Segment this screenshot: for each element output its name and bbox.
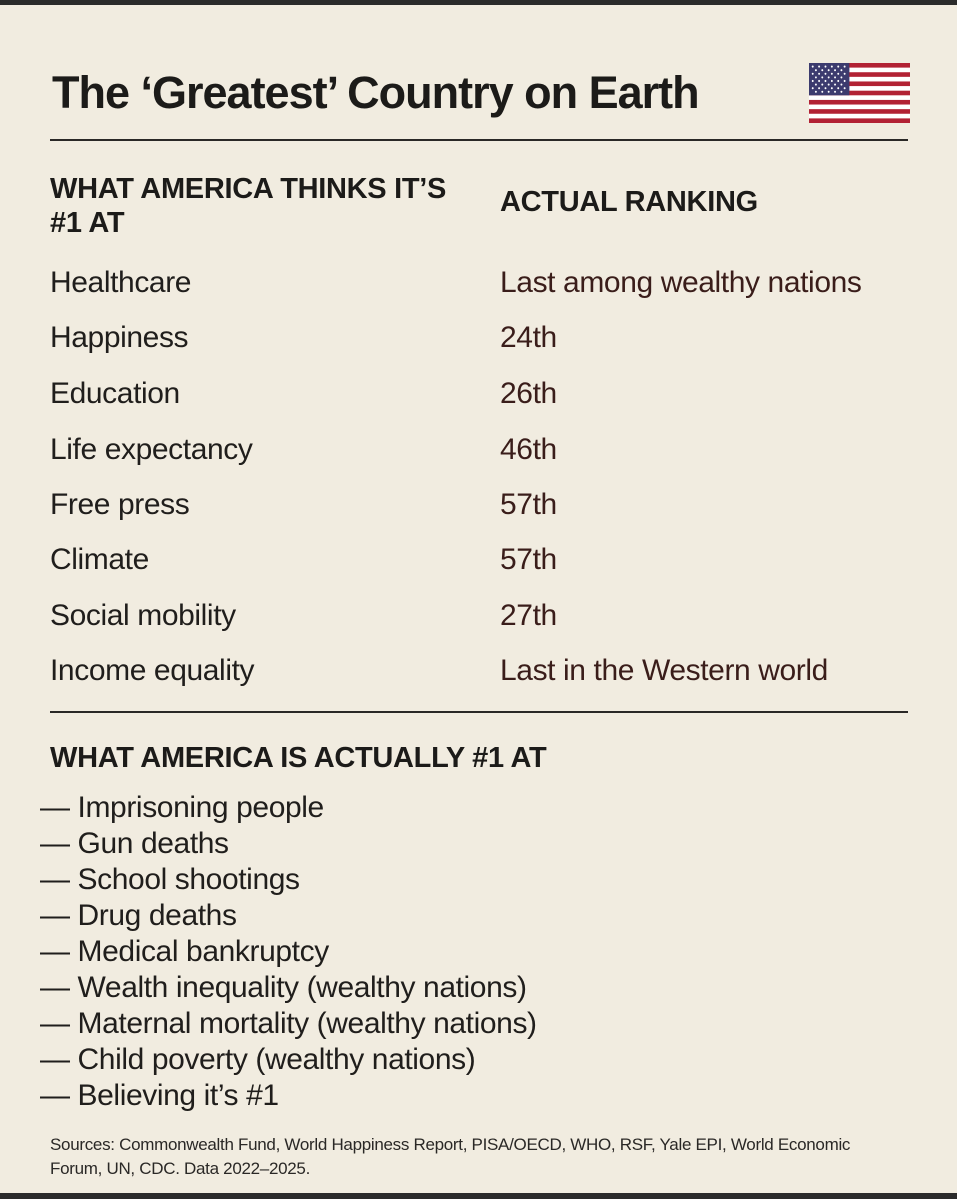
- list-item: — Drug deaths: [40, 899, 237, 932]
- us-flag-icon: [809, 63, 910, 123]
- actual-number-one-heading: WHAT AMERICA IS ACTUALLY #1 AT: [50, 742, 547, 774]
- row-ranking: 26th: [500, 377, 557, 410]
- column-header-actual-ranking: ACTUAL RANKING: [500, 186, 758, 218]
- list-item: — Wealth inequality (wealthy nations): [40, 971, 527, 1004]
- row-ranking: 46th: [500, 433, 557, 466]
- top-divider: [50, 139, 908, 141]
- row-ranking: 24th: [500, 321, 557, 354]
- table-row: Social mobility 27th: [0, 596, 957, 636]
- row-category: Life expectancy: [50, 433, 253, 466]
- list-item: — Believing it’s #1: [40, 1079, 279, 1112]
- actual-number-one-list: — Imprisoning people — Gun deaths — Scho…: [40, 790, 537, 1114]
- list-item: — Maternal mortality (wealthy nations): [40, 1007, 537, 1040]
- list-item: — Child poverty (wealthy nations): [40, 1043, 476, 1076]
- row-ranking: 27th: [500, 599, 557, 632]
- middle-divider: [50, 711, 908, 713]
- row-ranking: 57th: [500, 543, 557, 576]
- list-item: — Medical bankruptcy: [40, 935, 329, 968]
- row-category: Education: [50, 377, 180, 410]
- row-category: Social mobility: [50, 599, 236, 632]
- page-title: The ‘Greatest’ Country on Earth: [52, 67, 700, 118]
- list-item: — Gun deaths: [40, 827, 229, 860]
- table-row: Income equality Last in the Western worl…: [0, 651, 957, 691]
- table-row: Happiness 24th: [0, 318, 957, 358]
- table-row: Healthcare Last among wealthy nations: [0, 263, 957, 303]
- row-ranking: Last among wealthy nations: [500, 266, 862, 299]
- table-row: Life expectancy 46th: [0, 430, 957, 470]
- table-row: Free press 57th: [0, 485, 957, 525]
- row-ranking: Last in the Western world: [500, 654, 828, 687]
- list-item: — School shootings: [40, 863, 300, 896]
- infographic: The ‘Greatest’ Country on Earth WHAT AME…: [0, 5, 957, 1193]
- row-ranking: 57th: [500, 488, 557, 521]
- row-category: Income equality: [50, 654, 255, 687]
- table-row: Education 26th: [0, 374, 957, 414]
- column-header-thinks: WHAT AMERICA THINKS IT’S #1 AT: [50, 173, 447, 239]
- row-category: Free press: [50, 488, 190, 521]
- row-category: Healthcare: [50, 266, 192, 299]
- list-item: — Imprisoning people: [40, 791, 324, 824]
- table-row: Climate 57th: [0, 540, 957, 580]
- row-category: Happiness: [50, 321, 189, 354]
- row-category: Climate: [50, 543, 149, 576]
- sources-footnote: Sources: Commonwealth Fund, World Happin…: [50, 1135, 851, 1178]
